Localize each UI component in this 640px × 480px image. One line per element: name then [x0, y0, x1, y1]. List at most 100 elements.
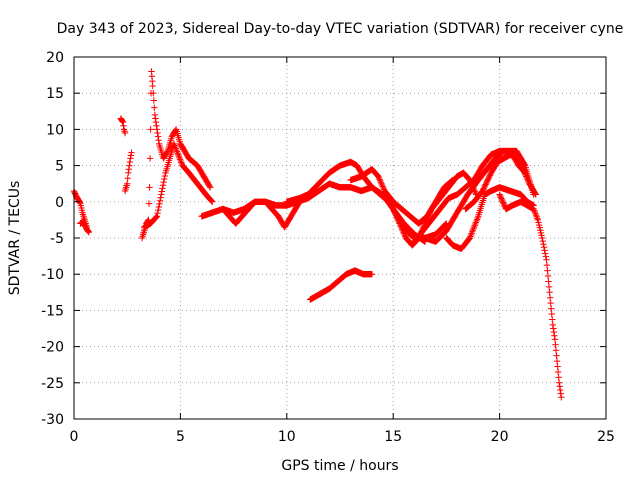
data-point-plus: [548, 305, 555, 312]
data-series: [141, 140, 216, 231]
data-series: [385, 169, 480, 249]
data-point-plus: [155, 203, 163, 211]
data-point-plus: [172, 145, 180, 152]
data-point-plus: [473, 217, 480, 225]
data-point-plus: [378, 181, 386, 189]
data-point-plus: [554, 368, 562, 376]
y-tick-label: -10: [41, 267, 64, 283]
data-point-plus: [534, 215, 541, 222]
data-point-plus: [523, 173, 530, 180]
data-point-plus: [553, 357, 561, 365]
data-point-plus: [177, 157, 184, 165]
data-point-plus: [172, 143, 179, 151]
data-point-plus: [552, 347, 560, 354]
data-point-plus: [156, 200, 163, 208]
data-point-plus: [542, 250, 549, 257]
data-series: [496, 191, 565, 401]
data-point-plus: [531, 207, 538, 214]
data-point-plus: [155, 137, 162, 144]
data-point-plus: [178, 159, 185, 166]
data-point-plus: [124, 175, 131, 182]
data-series: [219, 198, 259, 227]
data-point-plus: [378, 180, 385, 187]
tick-layer: 0 5 10 15 20 25 20 15 10 5 0 -5 -10 -15 -20 -25 -30: [41, 50, 615, 445]
data-point-plus: [151, 111, 159, 119]
y-tick-label: -25: [41, 376, 64, 392]
data-point-plus: [85, 228, 92, 235]
data-point-plus: [469, 228, 476, 235]
data-point-plus: [523, 174, 531, 182]
data-point-plus: [176, 154, 183, 162]
y-tick-label: -5: [50, 231, 64, 247]
data-point-plus: [471, 222, 478, 229]
data-point-plus: [524, 176, 531, 183]
data-point-plus: [544, 267, 551, 274]
data-point-plus: [548, 310, 555, 318]
data-point-plus: [146, 184, 153, 191]
data-point-plus: [538, 234, 546, 242]
data-point-plus: [158, 191, 165, 198]
x-tick-label: 15: [384, 429, 402, 445]
data-point-plus: [550, 325, 557, 332]
data-point-plus: [128, 149, 135, 156]
data-point-plus: [368, 271, 376, 278]
data-point-plus: [521, 168, 528, 176]
data-point-plus: [380, 184, 387, 192]
y-tick-label: -20: [41, 340, 64, 356]
data-point-plus: [545, 283, 553, 291]
data-point-plus: [145, 200, 153, 207]
data-point-plus: [127, 155, 134, 162]
y-tick-label: 10: [46, 122, 64, 138]
data-point-plus: [472, 220, 479, 228]
data-point-plus: [468, 230, 475, 237]
y-tick-label: -30: [41, 412, 64, 428]
data-point-plus: [546, 294, 554, 301]
data-point-plus: [153, 213, 160, 221]
data-point-plus: [156, 197, 164, 204]
data-point-plus: [377, 179, 385, 186]
data-point-plus: [471, 188, 479, 195]
data-point-plus: [551, 332, 558, 339]
data-point-plus: [399, 227, 406, 234]
data-point-plus: [532, 210, 539, 217]
data-point-plus: [467, 233, 474, 240]
data-point-plus: [209, 198, 216, 205]
data-layer: [70, 68, 565, 401]
data-point-plus: [152, 118, 160, 126]
data-point-plus: [208, 197, 215, 205]
data-point-plus: [85, 229, 93, 236]
data-point-plus: [119, 118, 126, 125]
data-point-plus: [251, 198, 259, 205]
data-point-plus: [375, 173, 382, 180]
x-axis-label: GPS time / hours: [281, 458, 398, 474]
data-point-plus: [551, 336, 559, 343]
data-point-plus: [157, 194, 164, 201]
data-point-plus: [397, 223, 405, 230]
data-point-plus: [550, 328, 558, 336]
data-point-plus: [206, 184, 214, 191]
data-point-plus: [153, 213, 161, 220]
x-tick-label: 25: [597, 429, 615, 445]
data-point-plus: [160, 178, 167, 186]
data-series: [138, 68, 214, 242]
data-point-plus: [400, 229, 407, 236]
data-point-plus: [532, 212, 540, 219]
data-point-plus: [121, 129, 129, 137]
data-point-plus: [543, 261, 551, 269]
data-point-plus: [557, 386, 564, 394]
data-point-plus: [154, 209, 161, 217]
data-point-plus: [555, 374, 562, 381]
data-point-plus: [542, 253, 550, 260]
data-point-plus: [553, 352, 560, 359]
data-point-plus: [521, 170, 529, 177]
data-point-plus: [398, 226, 406, 233]
data-point-plus: [251, 199, 258, 206]
data-point-plus: [159, 182, 167, 189]
data-point-plus: [206, 183, 213, 190]
data-point-plus: [555, 379, 563, 386]
data-point-plus: [531, 208, 539, 216]
data-point-plus: [375, 174, 383, 182]
data-point-plus: [377, 177, 384, 185]
data-point-plus: [540, 241, 547, 248]
data-series: [77, 218, 93, 236]
